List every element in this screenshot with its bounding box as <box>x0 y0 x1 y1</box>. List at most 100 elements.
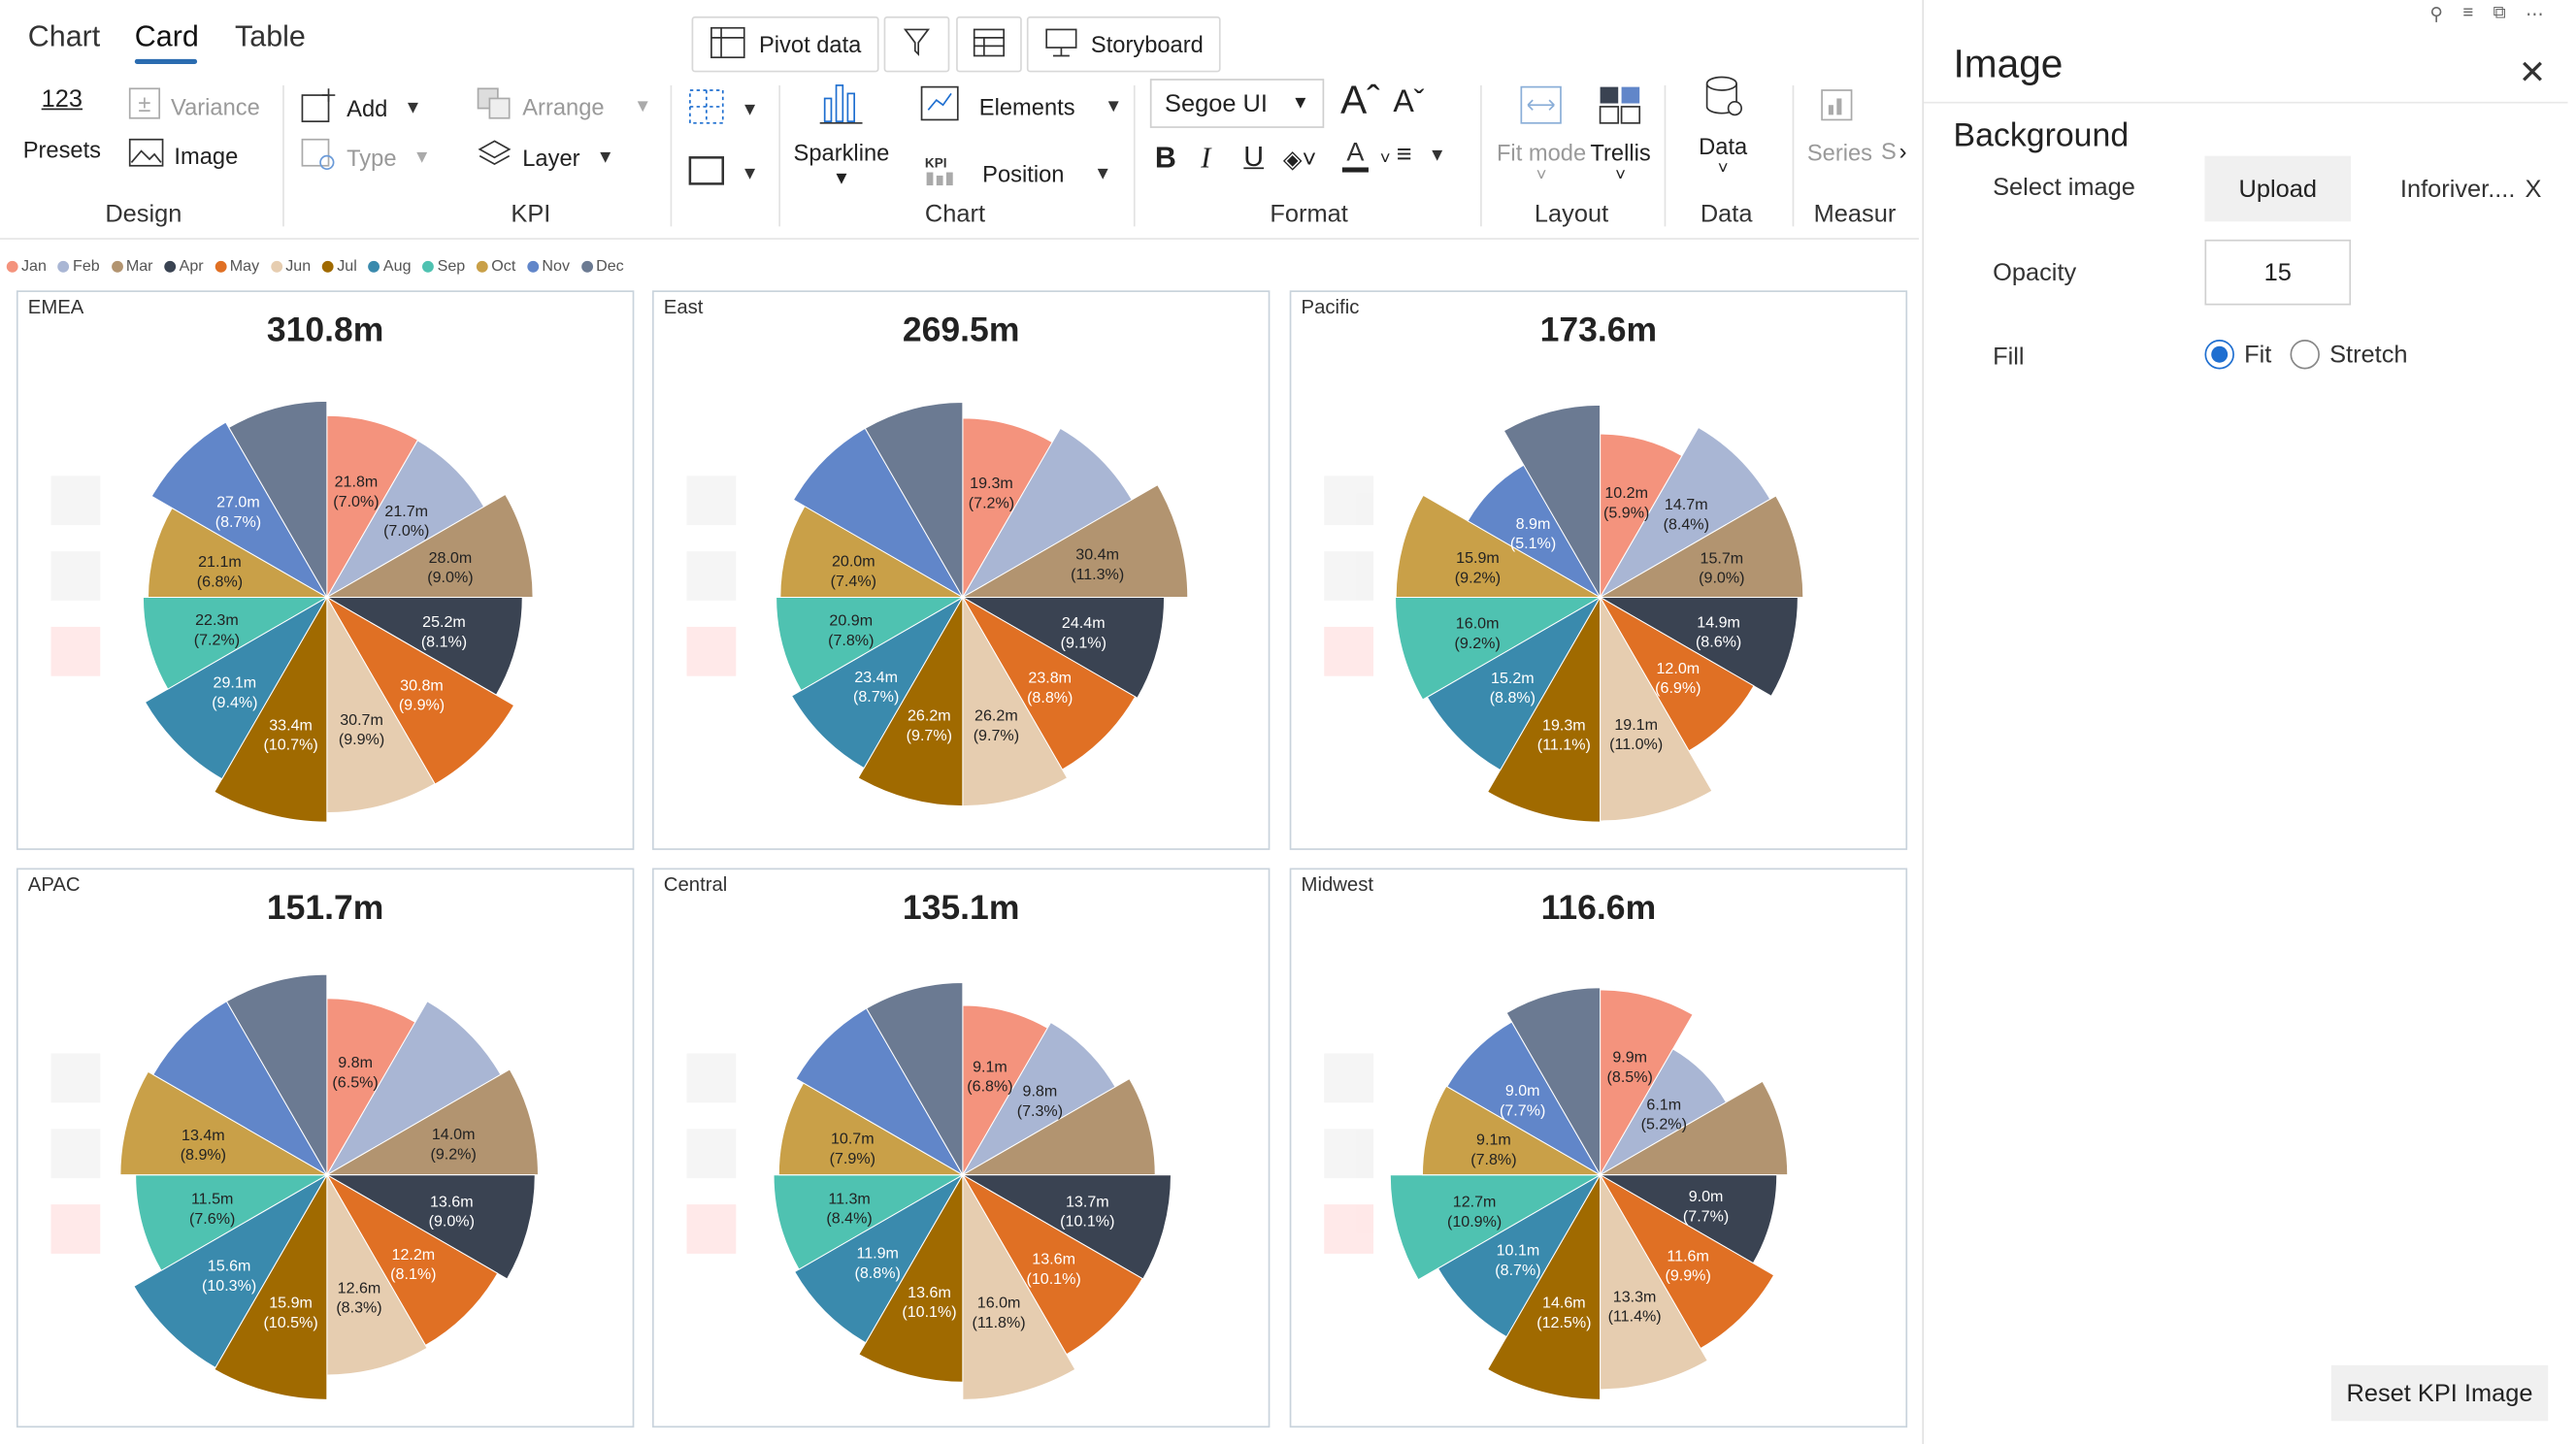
legend-item[interactable]: Apr <box>164 257 204 276</box>
rose-slice-feb[interactable] <box>325 1001 502 1177</box>
legend-item[interactable]: Aug <box>368 257 412 276</box>
kpi-card[interactable]: Midwest 116.6m 9.9m (8.5%) 6.1m (5.2%) 9.0m (… <box>1289 868 1908 1428</box>
pivot-data-button[interactable]: Pivot data <box>691 16 879 73</box>
legend-item[interactable]: Feb <box>57 257 100 276</box>
rose-slice-feb[interactable] <box>1599 426 1771 599</box>
rose-slice-may[interactable] <box>325 1173 499 1347</box>
rose-slice-sep[interactable] <box>142 596 329 690</box>
rose-slice-jun[interactable] <box>962 1172 1076 1400</box>
rose-slice-jan[interactable] <box>326 414 419 600</box>
legend-item[interactable]: Nov <box>527 257 570 276</box>
ribbon-scroll-right[interactable]: › <box>1899 138 1907 164</box>
rose-slice-feb[interactable] <box>961 427 1133 599</box>
rose-slice-jul[interactable] <box>214 1172 328 1400</box>
rose-slice-nov[interactable] <box>792 427 965 599</box>
rose-slice-oct[interactable] <box>1395 494 1602 598</box>
rose-slice-jul[interactable] <box>857 595 964 807</box>
rose-slice-jan[interactable] <box>326 998 416 1177</box>
tab-table[interactable]: Table <box>235 19 306 53</box>
rose-slice-mar[interactable] <box>960 483 1189 598</box>
rose-slice-sep[interactable] <box>1389 1174 1602 1281</box>
filter-lines-icon[interactable]: ≡ <box>2462 3 2474 23</box>
rose-slice-dec[interactable] <box>1505 987 1602 1177</box>
rose-slice-apr[interactable] <box>1598 596 1799 697</box>
rose-slice-jul[interactable] <box>1486 1172 1602 1400</box>
rose-slice-oct[interactable] <box>777 1082 965 1176</box>
kpi-card[interactable]: Central 135.1m 9.1m (6.8%) 9.8m (7.3%) 13.7m… <box>651 868 1271 1428</box>
expand-icon[interactable]: ⧉ <box>2493 3 2506 23</box>
storyboard-button[interactable]: Storyboard <box>1026 16 1222 73</box>
rose-slice-jun[interactable] <box>962 595 1069 807</box>
rose-slice-jun[interactable] <box>326 595 436 814</box>
rose-slice-sep[interactable] <box>135 1174 329 1271</box>
data-button[interactable]: Data ˅ <box>1699 76 1747 179</box>
rose-slice-jan[interactable] <box>1600 989 1694 1177</box>
rose-slice-mar[interactable] <box>960 1077 1156 1176</box>
filter-button[interactable] <box>883 16 950 73</box>
variance-button[interactable]: ± Variance <box>128 87 260 125</box>
presets-button[interactable]: 123 Presets <box>23 85 101 162</box>
rose-slice-dec[interactable] <box>1503 404 1602 600</box>
rose-slice-dec[interactable] <box>865 982 964 1177</box>
kpi-card[interactable]: APAC 151.7m 9.8m (6.5%) 14.0m (9.2%) 13.6m (9… <box>16 868 635 1428</box>
rose-slice-apr[interactable] <box>324 1174 536 1280</box>
underline-button[interactable]: U <box>1243 141 1264 174</box>
align-button[interactable]: ≡ ▼ <box>1397 141 1446 170</box>
trellis-button[interactable]: Trellis ˅ <box>1590 85 1651 185</box>
rose-slice-may[interactable] <box>961 1173 1143 1356</box>
rose-slice-may[interactable] <box>325 596 515 785</box>
legend-item[interactable]: Jan <box>6 257 47 276</box>
rose-slice-apr[interactable] <box>960 1174 1172 1280</box>
fill-fit-radio[interactable]: Fit <box>2204 340 2271 370</box>
rose-slice-may[interactable] <box>1599 1173 1775 1350</box>
rose-slice-mar[interactable] <box>1598 1080 1789 1176</box>
legend-item[interactable]: Sep <box>422 257 465 276</box>
grid-select-button[interactable]: ▼ <box>688 88 759 129</box>
rose-slice-nov[interactable] <box>150 421 329 599</box>
legend-item[interactable]: May <box>215 257 259 276</box>
image-button[interactable]: Image <box>128 138 238 173</box>
rose-slice-jan[interactable] <box>962 1004 1049 1177</box>
rose-slice-oct[interactable] <box>1421 1085 1602 1176</box>
legend-item[interactable]: Jun <box>270 257 311 276</box>
layer-button[interactable]: Layer ▼ <box>477 138 614 176</box>
fill-stretch-radio[interactable]: Stretch <box>2290 340 2408 370</box>
sparkline-button[interactable]: Sparkline ▼ <box>794 82 889 188</box>
table-view-button[interactable] <box>956 16 1022 73</box>
rose-slice-oct[interactable] <box>779 505 965 598</box>
rose-slice-jul[interactable] <box>1486 595 1602 823</box>
rose-slice-nov[interactable] <box>152 1001 329 1177</box>
tab-chart[interactable]: Chart <box>27 19 101 53</box>
rose-slice-jun[interactable] <box>1600 1172 1708 1391</box>
pin-icon[interactable]: ⚲ <box>2429 5 2444 25</box>
s-button[interactable]: S <box>1881 138 1897 164</box>
tab-card[interactable]: Card <box>134 19 199 53</box>
border-button[interactable]: ▼ <box>688 154 759 192</box>
elements-button[interactable]: Elements ▼ <box>920 85 1122 126</box>
rose-slice-jan[interactable] <box>1600 433 1683 600</box>
rose-slice-may[interactable] <box>1599 596 1755 752</box>
italic-button[interactable]: I <box>1201 141 1210 176</box>
rose-slice-aug[interactable] <box>1437 1173 1602 1338</box>
rose-slice-jan[interactable] <box>962 417 1053 600</box>
rose-slice-sep[interactable] <box>1395 596 1602 701</box>
rose-slice-mar[interactable] <box>1598 495 1804 598</box>
rose-slice-mar[interactable] <box>324 1068 540 1176</box>
close-icon[interactable]: ✕ <box>2518 55 2547 92</box>
fill-color-button[interactable]: ◈˅ <box>1283 145 1316 174</box>
rose-slice-apr[interactable] <box>324 596 523 696</box>
opacity-input[interactable] <box>2204 239 2352 306</box>
rose-slice-nov[interactable] <box>1446 1021 1602 1177</box>
rose-slice-dec[interactable] <box>228 400 328 600</box>
rose-slice-oct[interactable] <box>119 1070 329 1176</box>
remove-image-button[interactable]: X <box>2525 175 2542 204</box>
rose-slice-sep[interactable] <box>773 1174 965 1270</box>
add-button[interactable]: Add ▼ <box>301 87 422 128</box>
rose-slice-apr[interactable] <box>1598 1174 1778 1264</box>
type-button[interactable]: Type ▼ <box>301 138 431 176</box>
position-button[interactable]: KPI Position ▼ <box>923 152 1111 193</box>
rose-slice-jul[interactable] <box>214 595 328 823</box>
rose-slice-dec[interactable] <box>864 401 964 600</box>
rose-slice-aug[interactable] <box>794 1173 965 1344</box>
kpi-card[interactable]: East 269.5m 19.3m (7.2%) 30.4m (11.3%) 24.4m… <box>651 290 1271 850</box>
